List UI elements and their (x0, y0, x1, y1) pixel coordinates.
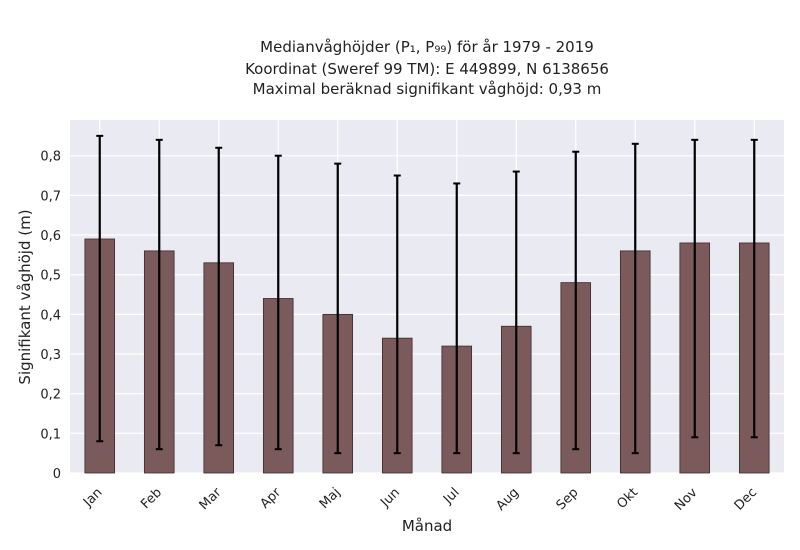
chart-title-line-2: Koordinat (Sweref 99 TM): E 449899, N 61… (245, 60, 609, 78)
chart-title-line-1: Medianvåghöjder (P₁, P₉₉) för år 1979 - … (260, 38, 594, 56)
y-tick-label: 0,4 (40, 308, 61, 323)
x-axis-ticks: Jan Feb Mar Apr Maj Jun Jul Aug Sep Okt Nov Dec (80, 485, 760, 514)
y-tick-label: 0,6 (40, 229, 61, 244)
x-axis-label: Månad (402, 517, 452, 535)
x-tick-label: Aug (494, 485, 523, 514)
x-tick-label: Okt (614, 485, 641, 512)
y-tick-label: 0,5 (40, 269, 61, 284)
y-tick-label: 0,2 (40, 388, 61, 403)
x-tick-label: Feb (138, 485, 165, 512)
y-tick-label: 0,8 (40, 150, 61, 165)
y-tick-label: 0 (53, 467, 61, 482)
x-tick-label: Dec (732, 485, 760, 513)
y-axis-ticks: 0 0,1 0,2 0,3 0,4 0,5 0,6 0,7 0,8 (40, 150, 61, 482)
x-tick-label: Jan (80, 485, 105, 510)
x-tick-label: Apr (258, 485, 285, 512)
y-tick-label: 0,7 (40, 189, 61, 204)
x-tick-label: Nov (672, 485, 701, 514)
x-tick-label: Sep (554, 485, 582, 513)
x-tick-label: Mar (197, 485, 225, 513)
y-tick-label: 0,1 (40, 427, 61, 442)
plot-area (70, 120, 784, 473)
y-axis-label: Signifikant våghöjd (m) (16, 209, 34, 384)
y-tick-label: 0,3 (40, 348, 61, 363)
chart-title-line-3: Maximal beräknad signifikant våghöjd: 0,… (253, 80, 602, 98)
error-bars (96, 134, 758, 455)
x-tick-label: Jun (377, 485, 403, 511)
x-tick-label: Jul (440, 485, 462, 507)
chart-title: Medianvåghöjder (P₁, P₉₉) för år 1979 - … (245, 38, 609, 98)
x-tick-label: Maj (317, 485, 344, 512)
